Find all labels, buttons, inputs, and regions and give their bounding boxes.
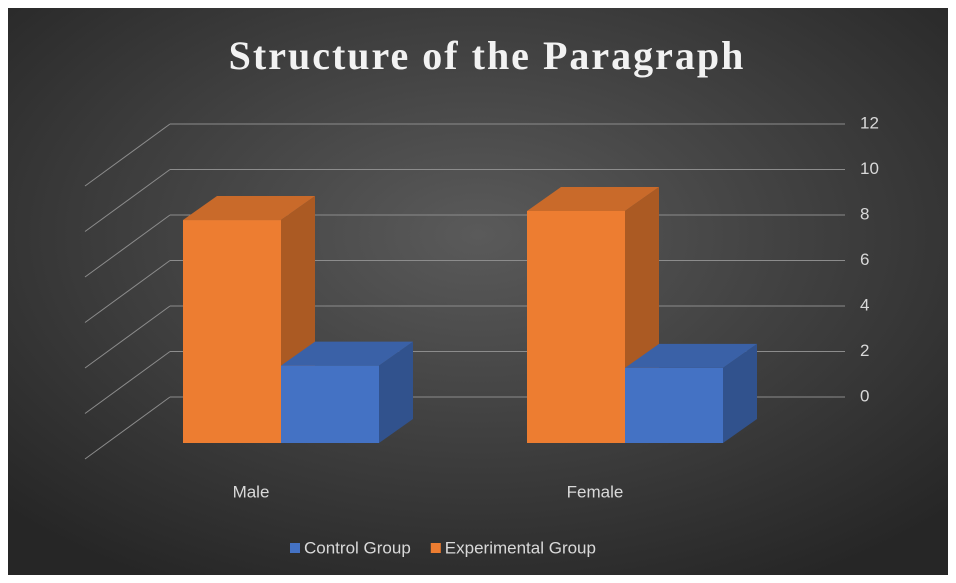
side-grid-line	[84, 169, 171, 232]
y-tick-label: 8	[860, 204, 869, 223]
x-tick-label: Female	[567, 482, 624, 501]
side-grid-line	[84, 351, 171, 414]
bar-top	[625, 343, 757, 368]
side-grid-line	[84, 396, 171, 460]
bar-front	[183, 220, 281, 443]
chart-title: Structure of the Paragraph	[229, 33, 746, 78]
y-tick-label: 12	[860, 113, 879, 132]
y-tick-label: 0	[860, 386, 869, 405]
side-grid-line	[84, 123, 171, 187]
legend-label: Experimental Group	[445, 538, 596, 557]
y-tick-label: 4	[860, 295, 869, 314]
y-tick-label: 2	[860, 341, 869, 360]
side-grid-line	[84, 260, 171, 323]
bar	[625, 343, 757, 443]
bar	[281, 341, 413, 443]
y-tick-label: 10	[860, 159, 879, 178]
bar-top	[281, 341, 413, 366]
bar-top	[527, 186, 659, 211]
legend-swatch	[290, 543, 300, 553]
legend-label: Control Group	[304, 538, 411, 557]
bar-side	[379, 341, 413, 443]
side-grid-line	[84, 305, 171, 369]
bar-top	[183, 196, 315, 221]
legend-swatch	[430, 543, 441, 553]
chart-background	[8, 8, 948, 575]
bar-front	[281, 365, 379, 443]
bar-front	[625, 367, 723, 443]
y-tick-label: 6	[860, 250, 869, 269]
side-grid-line	[84, 214, 171, 278]
bar-side	[723, 343, 757, 443]
x-tick-label: Male	[233, 482, 270, 501]
bar-front	[527, 210, 625, 443]
